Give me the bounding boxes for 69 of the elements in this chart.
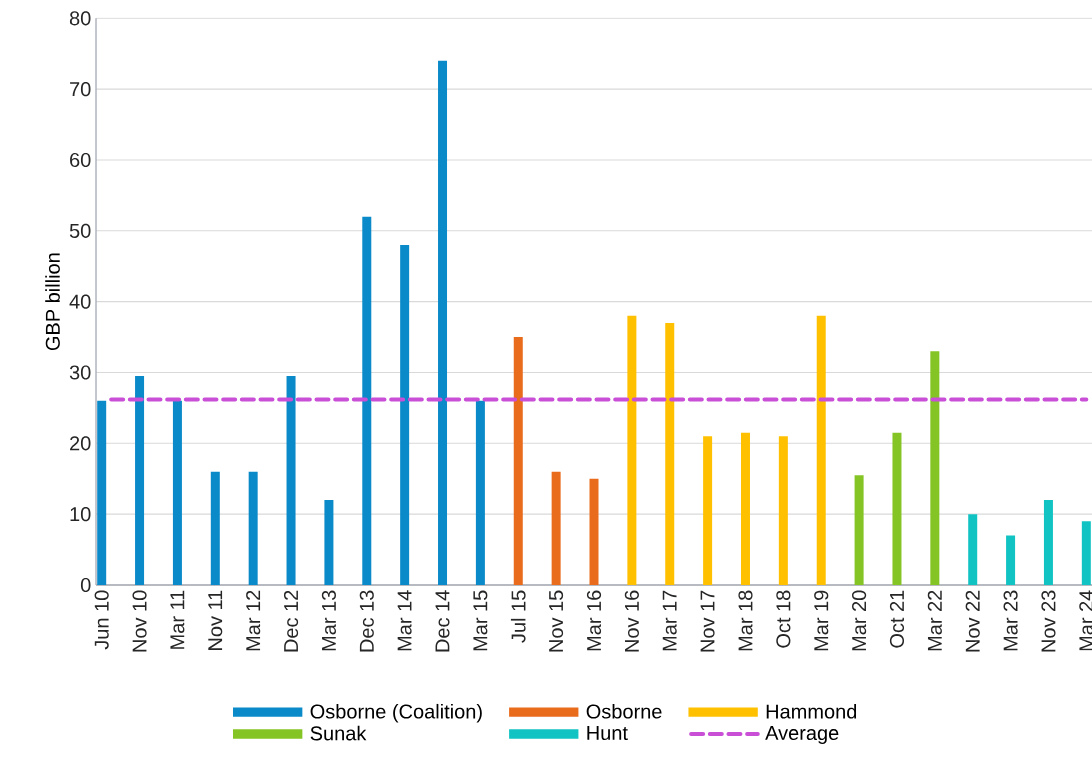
- bar: [892, 432, 902, 585]
- x-tick-label: Mar 15: [473, 590, 488, 651]
- bar: [438, 60, 448, 585]
- y-tick-label: 40: [69, 294, 91, 309]
- bar: [1043, 499, 1053, 585]
- x-tick-label: Mar 22: [927, 590, 942, 651]
- bar: [627, 315, 637, 585]
- bar: [740, 432, 750, 585]
- x-tick-label: Nov 16: [624, 590, 639, 652]
- bar: [703, 436, 713, 585]
- y-tick-label: 20: [70, 436, 91, 451]
- legend-label: Osborne (Coalition): [310, 703, 482, 723]
- x-tick-label: Mar 18: [738, 590, 753, 651]
- x-tick-label: Mar 20: [852, 590, 867, 651]
- x-tick-label: Nov 15: [549, 590, 564, 652]
- y-axis-title: GBP billion: [45, 253, 60, 351]
- bar: [248, 471, 258, 585]
- bar: [172, 400, 182, 585]
- x-tick-label: Mar 19: [814, 590, 829, 651]
- bar: [135, 376, 145, 585]
- x-tick-label: Oct 21: [889, 590, 905, 648]
- x-tick-label: Mar 14: [397, 590, 412, 651]
- bar: [778, 436, 788, 585]
- x-tick-label: Nov 11: [208, 590, 223, 650]
- bar: [400, 244, 410, 585]
- x-tick-label: Mar 12: [246, 590, 261, 651]
- y-tick-label: 10: [70, 507, 91, 522]
- x-tick-label: Mar 16: [586, 590, 602, 651]
- bar: [475, 400, 485, 585]
- x-tick-label: Mar 23: [1003, 590, 1018, 651]
- bar: [589, 478, 599, 585]
- legend-label: Average: [765, 726, 839, 745]
- y-tick-label: 60: [70, 152, 91, 168]
- bar: [854, 475, 864, 585]
- bar: [930, 351, 940, 585]
- x-tick-label: Mar 13: [321, 590, 336, 651]
- x-tick-label: Jun 10: [94, 590, 109, 650]
- bar: [362, 216, 372, 585]
- x-tick-label: Nov 17: [700, 590, 715, 652]
- bar: [665, 322, 675, 585]
- x-tick-label: Jul 15: [510, 590, 526, 643]
- x-tick-label: Nov 22: [965, 590, 980, 652]
- bar: [551, 471, 561, 585]
- bar: [513, 337, 523, 585]
- bar: [286, 376, 296, 585]
- legend-label: Hammond: [766, 703, 857, 719]
- x-tick-label: Dec 12: [283, 590, 299, 652]
- legend-label: Hunt: [587, 726, 628, 741]
- x-tick-label: Nov 23: [1041, 590, 1056, 652]
- x-tick-label: Dec 13: [359, 590, 374, 652]
- legend-label: Sunak: [310, 725, 367, 741]
- x-tick-label: Mar 17: [662, 590, 677, 651]
- y-tick-label: 70: [70, 82, 91, 97]
- bar: [210, 471, 220, 585]
- x-tick-label: Oct 18: [776, 590, 791, 648]
- x-tick-label: Dec 14: [435, 590, 450, 652]
- bar: [97, 400, 107, 585]
- y-tick-label: 30: [69, 365, 91, 380]
- x-tick-label: Mar 11: [170, 590, 185, 649]
- bar: [1006, 535, 1016, 585]
- bar: [1081, 521, 1091, 585]
- legend-label: Osborne: [586, 703, 662, 719]
- y-tick-label: 80: [69, 11, 91, 26]
- bar: [816, 315, 826, 585]
- y-tick-label: 50: [69, 223, 91, 238]
- bar: [324, 499, 334, 585]
- x-tick-label: Nov 10: [132, 590, 147, 652]
- y-tick-label: 0: [80, 577, 91, 593]
- bar: [968, 514, 978, 585]
